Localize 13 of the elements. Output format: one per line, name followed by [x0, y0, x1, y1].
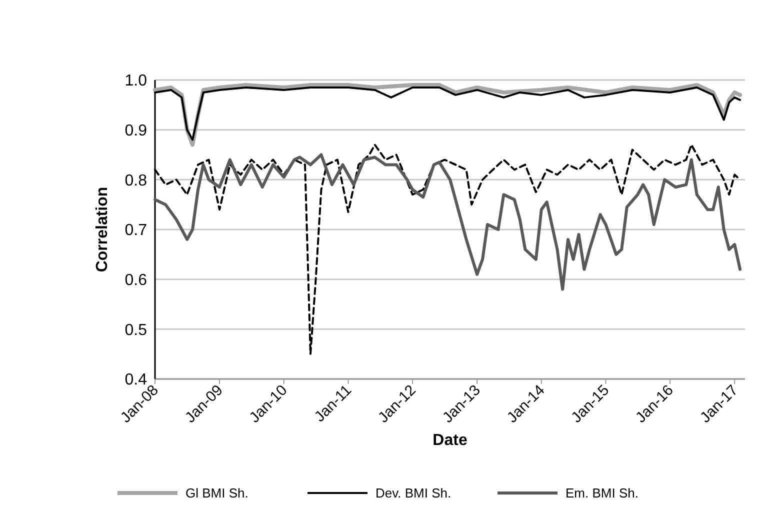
legend-label: Dev. BMI Sh.	[376, 486, 452, 501]
y-tick-label: 0.6	[124, 272, 148, 289]
legend-label: Em. BMI Sh.	[566, 486, 638, 501]
legend-label: Gl BMI Sh.	[186, 486, 248, 501]
y-tick-label: 0.5	[124, 322, 148, 339]
y-tick-label: 1.0	[124, 72, 148, 90]
x-axis-title: Date	[432, 432, 468, 449]
line-series	[154, 153, 742, 291]
y-tick-label: 0.7	[124, 222, 148, 240]
y-tick-label: 0.8	[124, 172, 148, 190]
y-tick-label: 0.4	[124, 372, 148, 389]
y-axis-title: Correlation	[94, 186, 111, 272]
y-tick-label: 0.9	[124, 122, 148, 140]
